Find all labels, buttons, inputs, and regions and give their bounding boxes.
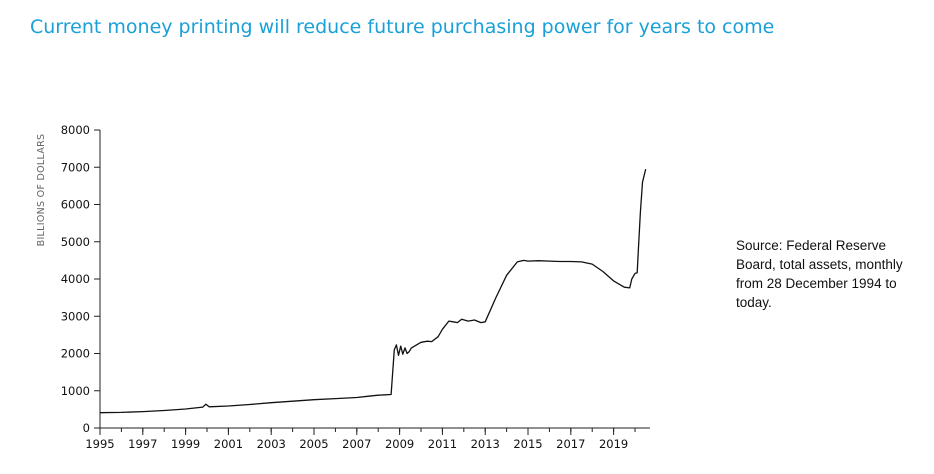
- x-tick-label: 2005: [299, 437, 328, 451]
- series-line-total-assets: [99, 168, 647, 414]
- source-note: Source: Federal Reserve Board, total ass…: [736, 238, 903, 310]
- x-tick-label: 2007: [342, 437, 371, 451]
- y-tick-label: 2000: [61, 347, 90, 361]
- x-tick-label: 2019: [599, 437, 628, 451]
- y-tick-label: 8000: [61, 123, 90, 137]
- y-tick-label: 0: [83, 421, 90, 435]
- x-tick-label: 1997: [128, 437, 157, 451]
- y-tick-label: 4000: [61, 272, 90, 286]
- y-tick-label: 7000: [61, 160, 90, 174]
- y-tick-label: 1000: [61, 384, 90, 398]
- x-tick-label: 2013: [471, 437, 500, 451]
- y-tick-label: 6000: [61, 198, 90, 212]
- x-tick-label: 2017: [556, 437, 585, 451]
- chart-title: Current money printing will reduce futur…: [30, 16, 775, 38]
- y-axis: 0 1000 2000 3000 4000 5000 6000 7000 8000: [61, 123, 101, 435]
- plot-area: [99, 168, 647, 414]
- x-tick-label: 2015: [513, 437, 542, 451]
- x-tick-label: 1995: [85, 437, 114, 451]
- x-tick-label: 1999: [171, 437, 200, 451]
- y-tick-label: 5000: [61, 235, 90, 249]
- x-tick-label: 2009: [385, 437, 414, 451]
- y-tick-label: 3000: [61, 309, 90, 323]
- x-tick-label: 2003: [257, 437, 286, 451]
- x-axis: 1995 1997 1999 2001 2003 2005 2007 2009 2011 2013…: [85, 427, 650, 451]
- x-tick-label: 2001: [214, 437, 243, 451]
- y-axis-label: BILLIONS OF DOLLARS: [36, 134, 47, 247]
- x-tick-label: 2011: [428, 437, 457, 451]
